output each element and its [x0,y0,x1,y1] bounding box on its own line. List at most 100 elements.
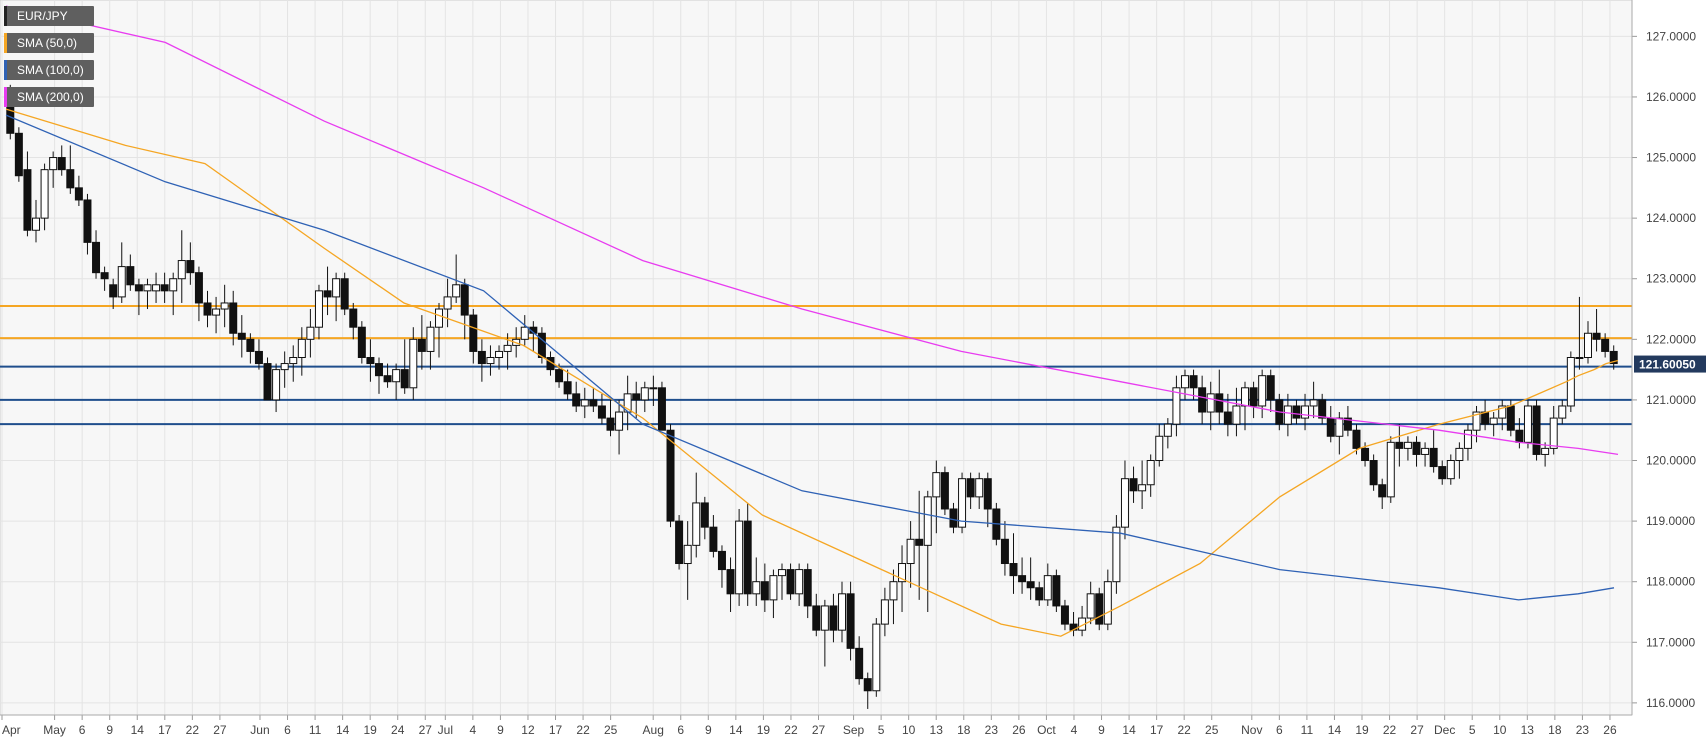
candle-down[interactable] [829,605,838,631]
candle-up[interactable] [1163,423,1172,437]
candle-down[interactable] [1481,411,1490,425]
candle-down[interactable] [366,357,375,365]
candle-down[interactable] [726,569,735,595]
candle-up[interactable] [443,296,452,310]
candle-up[interactable] [495,350,504,358]
candle-down[interactable] [229,302,238,334]
candle-up[interactable] [1103,581,1112,625]
legend-item-symbol[interactable]: EUR/JPY [4,6,94,26]
candle-down[interactable] [1009,563,1018,577]
candle-down[interactable] [340,278,349,310]
candle-down[interactable] [1215,393,1224,413]
candle-up[interactable] [649,387,658,390]
legend-item-sma-100[interactable]: SMA (100,0) [4,60,94,80]
candle-down[interactable] [966,478,975,498]
candle-up[interactable] [1386,441,1395,498]
candle-up[interactable] [1549,417,1558,449]
candle-up[interactable] [280,363,289,371]
candle-up[interactable] [1455,447,1464,462]
candle-down[interactable] [855,647,864,680]
candle-up[interactable] [752,581,761,595]
candle-down[interactable] [1052,575,1061,607]
candle-up[interactable] [640,387,649,401]
candle-down[interactable] [349,308,358,328]
candle-down[interactable] [1189,375,1198,389]
candle-up[interactable] [1043,575,1052,601]
candle-down[interactable] [863,678,872,692]
candle-up[interactable] [735,520,744,595]
candle-down[interactable] [1035,587,1044,601]
candle-up[interactable] [889,581,898,601]
candle-down[interactable] [1326,417,1335,437]
legend-item-sma-50[interactable]: SMA (50,0) [4,33,94,53]
candle-down[interactable] [1018,575,1027,583]
candle-down[interactable] [572,393,581,407]
candle-down[interactable] [66,169,75,189]
candle-up[interactable] [872,623,881,692]
candle-down[interactable] [632,393,641,401]
candle-down[interactable] [83,199,92,243]
candle-down[interactable] [417,338,426,352]
candle-up[interactable] [152,284,161,292]
candle-up[interactable] [220,302,229,310]
candle-up[interactable] [392,369,401,383]
candle-up[interactable] [49,157,58,171]
candle-up[interactable] [32,217,41,231]
candle-down[interactable] [803,569,812,607]
candle-down[interactable] [915,538,924,546]
legend-item-sma-200[interactable]: SMA (200,0) [4,87,94,107]
candle-down[interactable] [203,302,212,316]
candle-down[interactable] [675,520,684,565]
candle-down[interactable] [1378,484,1387,498]
candle-up[interactable] [1112,526,1121,583]
candle-down[interactable] [983,478,992,510]
candle-down[interactable] [74,187,83,201]
candle-down[interactable] [1609,350,1618,365]
candle-up[interactable] [838,593,847,631]
candle-down[interactable] [186,260,195,274]
candle-up[interactable] [1403,441,1412,449]
candle-up[interactable] [615,411,624,431]
candle-up[interactable] [1120,478,1129,528]
candle-down[interactable] [760,581,769,601]
candle-down[interactable] [134,284,143,292]
candle-down[interactable] [100,272,109,280]
candle-up[interactable] [1086,593,1095,619]
candle-up[interactable] [520,326,529,340]
candle-up[interactable] [169,278,178,292]
candle-up[interactable] [272,369,281,401]
candle-down[interactable] [1343,417,1352,431]
candle-up[interactable] [880,599,889,625]
candle-up[interactable] [1523,405,1532,443]
candle-up[interactable] [1172,387,1181,425]
candle-up[interactable] [1463,429,1472,449]
candle-down[interactable] [460,284,469,316]
candle-down[interactable] [246,338,255,352]
candle-up[interactable] [1232,405,1241,425]
candle-down[interactable] [126,266,135,286]
candle-down[interactable] [1352,429,1361,449]
candle-up[interactable] [1498,405,1507,419]
candle-up[interactable] [409,338,418,389]
candle-down[interactable] [606,417,615,431]
candle-up[interactable] [1309,399,1318,407]
candle-down[interactable] [109,284,118,298]
candle-down[interactable] [597,405,606,419]
candle-down[interactable] [1223,411,1232,425]
candle-down[interactable] [1129,478,1138,492]
candle-down[interactable] [563,381,572,395]
candle-down[interactable] [1198,387,1207,413]
candle-up[interactable] [1138,484,1147,492]
candle-down[interactable] [1592,332,1601,340]
candle-down[interactable] [709,526,718,552]
candle-down[interactable] [1292,405,1301,419]
candle-up[interactable] [820,605,829,631]
candle-up[interactable] [1283,405,1292,425]
candle-down[interactable] [743,520,752,595]
candle-down[interactable] [160,284,169,292]
candle-up[interactable] [795,569,804,595]
candle-up[interactable] [1575,357,1584,359]
candle-up[interactable] [898,563,907,583]
candle-up[interactable] [1258,375,1267,407]
candle-up[interactable] [297,338,306,358]
